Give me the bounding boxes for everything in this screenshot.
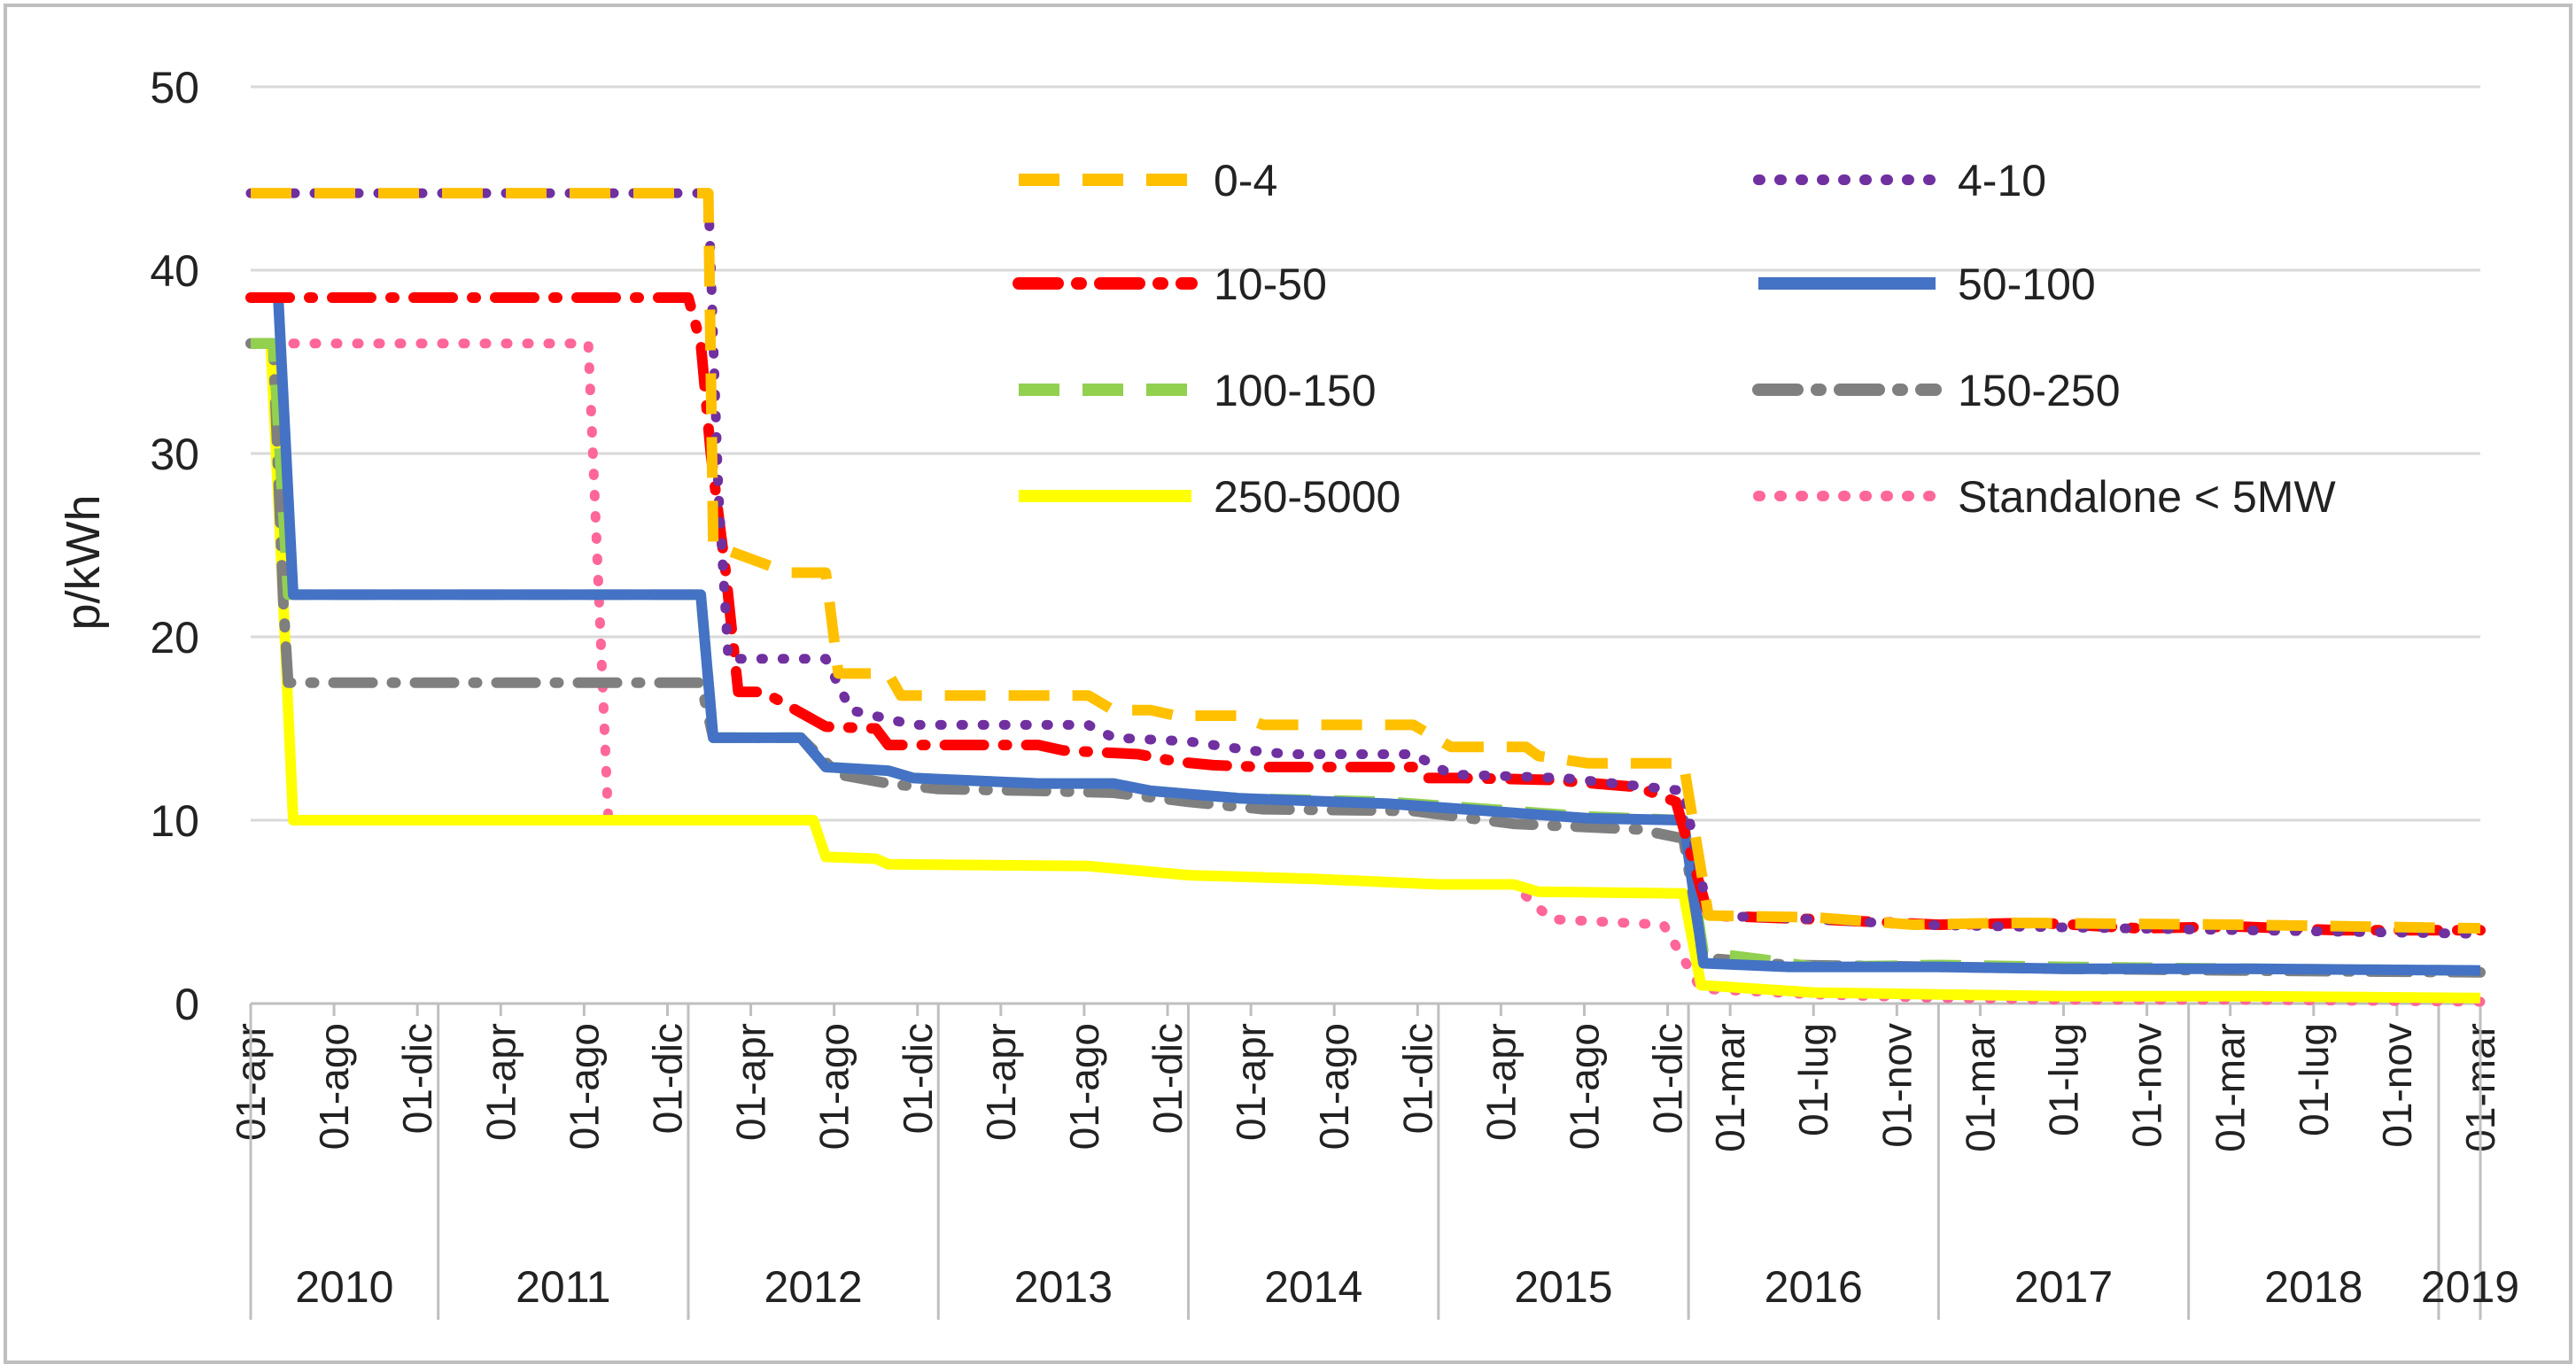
legend: 0-4 4-10 10-50 50-100 100-150 150-250 250-5000…: [1013, 156, 2336, 522]
x-tick-label: 01-mar: [1957, 1023, 2003, 1152]
legend-label: 150-250: [1958, 366, 2121, 415]
x-tick-label: 01-dic: [394, 1023, 440, 1134]
year-label: 2019: [2421, 1262, 2519, 1312]
x-tick-label: 01-nov: [2124, 1023, 2170, 1148]
y-tick-label: 10: [150, 796, 199, 846]
year-label: 2018: [2264, 1262, 2363, 1312]
x-tick-label: 01-dic: [1144, 1023, 1191, 1134]
legend-label: 10-50: [1214, 260, 1327, 309]
legend-label: Standalone < 5MW: [1958, 472, 2336, 522]
x-tick-label: 01-nov: [2374, 1023, 2420, 1148]
year-label: 2010: [295, 1262, 393, 1312]
legend-label: 50-100: [1958, 260, 2096, 309]
year-label: 2015: [1514, 1262, 1612, 1312]
legend-label: 0-4: [1214, 156, 1277, 205]
series-line-250-5000: [251, 337, 2481, 1004]
x-tick-label: 01-dic: [1394, 1023, 1440, 1134]
series-line-10-50: [245, 292, 2486, 936]
year-label: 2013: [1014, 1262, 1113, 1312]
x-tick-label: 01-nov: [1874, 1023, 1920, 1148]
x-tick-label: 01-dic: [644, 1023, 690, 1134]
x-tick-label: 01-mar: [2207, 1023, 2254, 1152]
y-axis-label: p/kWh: [57, 494, 110, 630]
y-tick-label: 0: [175, 980, 199, 1029]
series-line-50-100: [251, 292, 2481, 976]
x-tick-label: 01-dic: [1645, 1023, 1691, 1134]
x-tick-label: 01-lug: [2041, 1023, 2087, 1136]
x-tick-label: 01-apr: [978, 1023, 1024, 1141]
legend-label: 100-150: [1214, 366, 1377, 415]
year-label: 2011: [516, 1262, 611, 1312]
x-tick-label: 01-ago: [311, 1023, 357, 1150]
y-tick-label: 50: [150, 63, 199, 112]
x-tick-label: 01-apr: [728, 1023, 774, 1141]
year-label: 2016: [1765, 1262, 1863, 1312]
x-tick-label: 01-ago: [811, 1023, 857, 1150]
x-tick-label: 01-lug: [2291, 1023, 2337, 1136]
y-tick-label: 30: [150, 430, 199, 479]
y-tick-label: 20: [150, 613, 199, 663]
year-label: 2012: [764, 1262, 863, 1312]
x-tick-label: 01-apr: [1478, 1023, 1524, 1141]
series-lines: [245, 188, 2486, 1007]
x-tick-label: 01-apr: [1228, 1023, 1274, 1141]
x-tick-label: 01-ago: [1561, 1023, 1607, 1150]
x-tick-label: 01-apr: [477, 1023, 524, 1141]
series-line-0-4: [251, 188, 2481, 934]
x-tick-label: 01-ago: [561, 1023, 607, 1150]
legend-label: 250-5000: [1214, 472, 1401, 522]
legend-label: 4-10: [1958, 156, 2046, 205]
x-tick-label: 01-lug: [1790, 1023, 1836, 1136]
x-tick-label: 01-dic: [895, 1023, 941, 1134]
y-tick-label: 40: [150, 246, 199, 296]
x-tick-label: 01-ago: [1311, 1023, 1357, 1150]
x-tick-label: 01-ago: [1061, 1023, 1107, 1150]
axes: 0 10 20 30 40 50 01-apr 01-ago 01-dic 01-apr 01-ag…: [150, 63, 2519, 1320]
x-tick-label: 01-mar: [1707, 1023, 1753, 1152]
year-label: 2014: [1264, 1262, 1362, 1312]
year-label: 2017: [2014, 1262, 2113, 1312]
